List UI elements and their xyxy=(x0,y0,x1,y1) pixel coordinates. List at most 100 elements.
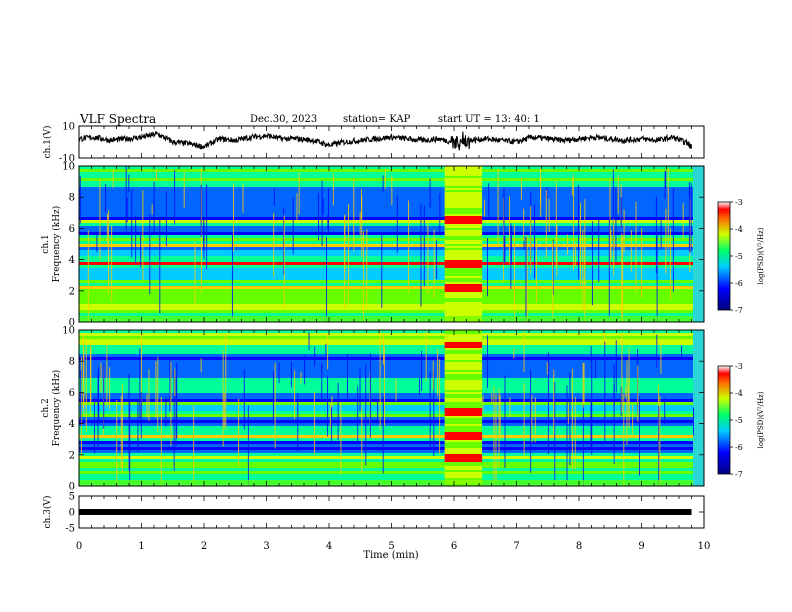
burst-band xyxy=(444,452,483,454)
frequency-band xyxy=(79,235,693,238)
burst-band xyxy=(444,406,483,408)
low-frequency-band xyxy=(79,316,693,322)
burst-band xyxy=(444,220,483,222)
x-tick-label: 2 xyxy=(201,541,207,552)
impulse-streak xyxy=(169,360,171,412)
y-tick-label: 6 xyxy=(69,224,75,235)
impulse-streak xyxy=(148,369,150,421)
burst-band xyxy=(444,202,483,204)
burst-band xyxy=(444,446,483,448)
impulse-streak xyxy=(344,214,346,309)
burst-band xyxy=(444,356,483,358)
burst-band xyxy=(444,166,483,168)
impulse-streak xyxy=(530,369,532,473)
frequency-band xyxy=(79,432,693,435)
impulse-streak xyxy=(157,357,159,432)
impulse-streak xyxy=(483,199,485,217)
impulse-streak xyxy=(623,209,625,253)
burst-band xyxy=(444,290,483,292)
burst-band xyxy=(444,248,483,250)
impulse-streak xyxy=(128,374,130,471)
frequency-band xyxy=(79,372,693,375)
frequency-band xyxy=(79,408,693,411)
impulse-streak xyxy=(382,396,384,474)
burst-band xyxy=(444,226,483,228)
impulse-streak xyxy=(555,180,557,267)
impulse-streak xyxy=(203,218,205,252)
burst-band xyxy=(444,408,483,410)
impulse-streak xyxy=(112,169,114,189)
impulse-streak xyxy=(620,197,622,230)
impulse-streak xyxy=(109,367,111,411)
ch2-colorbar-label: log(PSD)(V²/Hz) xyxy=(757,391,765,448)
impulse-streak xyxy=(582,404,584,486)
frequency-band xyxy=(79,363,693,366)
burst-band xyxy=(444,336,483,338)
impulse-streak xyxy=(357,386,359,443)
frequency-band xyxy=(79,244,693,247)
frequency-band xyxy=(79,172,693,175)
impulse-streak xyxy=(432,360,434,390)
impulse-streak xyxy=(526,234,528,322)
ch1-ylabel: ch.1(V) xyxy=(42,126,53,159)
burst-band xyxy=(444,352,483,354)
impulse-streak xyxy=(111,226,113,302)
colorbar-tick-label: -6 xyxy=(735,279,743,288)
burst-band xyxy=(444,306,483,308)
impulse-streak xyxy=(534,397,536,443)
impulse-streak xyxy=(567,403,569,424)
impulse-streak xyxy=(637,365,639,422)
burst-band xyxy=(444,344,483,346)
impulse-streak xyxy=(659,396,661,486)
x-tick-label: 8 xyxy=(576,541,582,552)
impulse-streak xyxy=(93,397,95,454)
impulse-streak xyxy=(491,393,493,404)
burst-band xyxy=(444,390,483,392)
frequency-band xyxy=(79,468,693,471)
burst-band xyxy=(444,360,483,362)
burst-band xyxy=(444,430,483,432)
burst-band xyxy=(444,380,483,382)
frequency-band xyxy=(79,423,693,426)
burst-band xyxy=(444,312,483,314)
burst-band xyxy=(444,394,483,396)
burst-band xyxy=(444,414,483,416)
frequency-band xyxy=(79,220,693,223)
impulse-streak xyxy=(243,369,245,430)
frequency-band xyxy=(79,304,693,307)
burst-band xyxy=(444,468,483,470)
impulse-streak xyxy=(664,397,666,425)
impulse-streak xyxy=(525,236,527,322)
impulse-streak xyxy=(396,195,398,253)
frequency-band xyxy=(79,411,693,414)
impulse-streak xyxy=(298,172,300,215)
impulse-streak xyxy=(174,368,176,397)
impulse-streak xyxy=(321,363,323,402)
impulse-streak xyxy=(552,241,554,318)
impulse-streak xyxy=(591,221,593,306)
burst-band xyxy=(444,258,483,260)
frequency-band xyxy=(79,342,693,345)
impulse-streak xyxy=(146,394,148,418)
impulse-streak xyxy=(610,229,612,259)
impulse-streak xyxy=(129,402,131,485)
frequency-band xyxy=(79,292,693,295)
x-tick-label: 6 xyxy=(451,541,457,552)
impulse-streak xyxy=(608,216,610,319)
impulse-streak xyxy=(665,208,667,274)
impulse-streak xyxy=(656,334,658,368)
burst-band xyxy=(444,332,483,334)
impulse-streak xyxy=(99,179,101,261)
impulse-streak xyxy=(308,332,310,350)
x-tick-label: 5 xyxy=(388,541,394,552)
frequency-band xyxy=(79,226,693,229)
impulse-streak xyxy=(509,196,511,264)
impulse-streak xyxy=(353,178,355,251)
impulse-streak xyxy=(321,180,323,246)
burst-band xyxy=(444,454,483,456)
impulse-streak xyxy=(165,191,167,247)
burst-band xyxy=(444,264,483,266)
impulse-streak xyxy=(318,193,320,241)
frequency-band xyxy=(79,247,693,250)
impulse-streak xyxy=(79,176,81,224)
